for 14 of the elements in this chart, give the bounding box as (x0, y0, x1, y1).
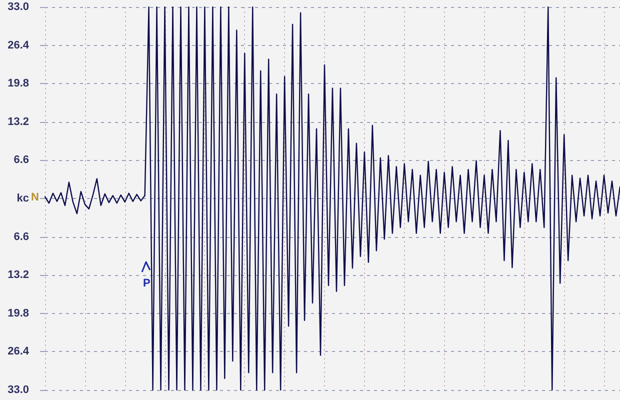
y-tick-label: 13.2 (8, 116, 29, 128)
y-tick-label: kc (16, 192, 29, 204)
annotation: P (143, 278, 150, 290)
y-tick-label: 33.0 (8, 384, 29, 396)
y-tick-label: 33.0 (8, 1, 29, 13)
text: N (31, 192, 39, 204)
y-tick-label: 26.4 (8, 39, 30, 52)
y-tick-label: 6.6 (14, 154, 29, 166)
y-tick-label: 13.2 (8, 269, 29, 282)
y-tick-label: 19.8 (8, 78, 29, 90)
y-tick-label: 6.6 (14, 230, 29, 243)
y-tick-label: 26.4 (8, 346, 30, 358)
line-series (44, 6, 620, 391)
y-tick-label: 19.8 (8, 307, 29, 320)
